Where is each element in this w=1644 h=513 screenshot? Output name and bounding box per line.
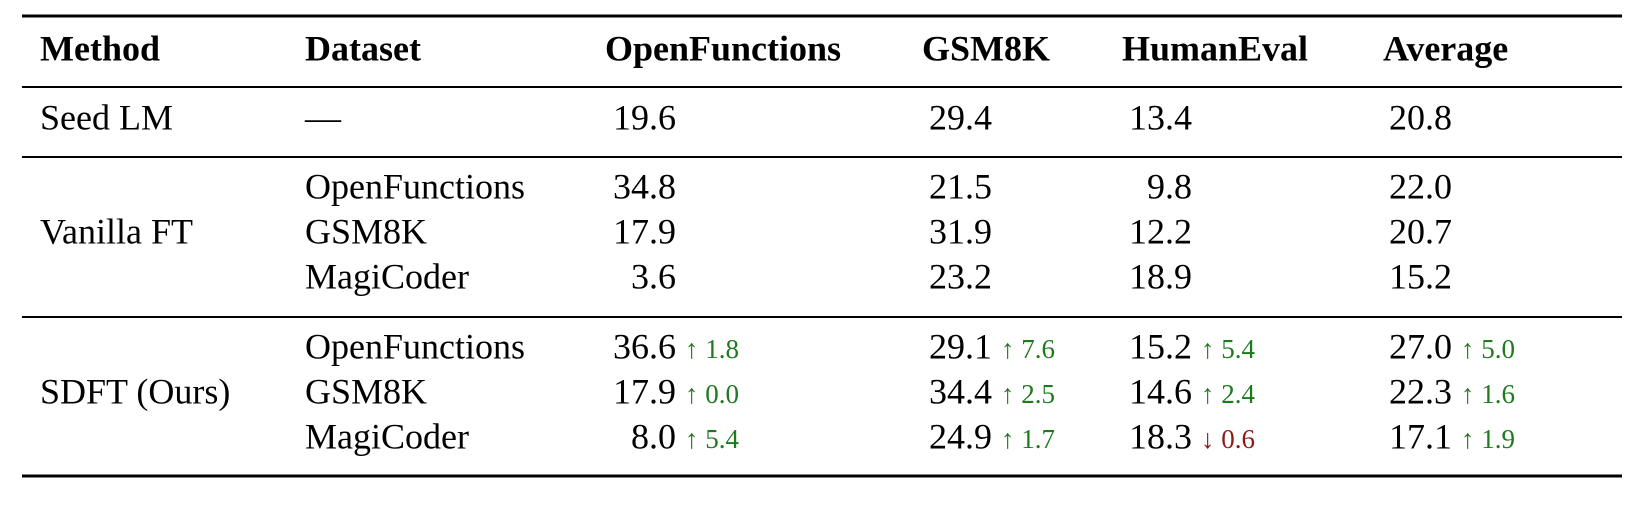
method-label: SDFT (Ours) xyxy=(40,371,230,411)
score: 3.6 xyxy=(631,256,676,296)
score: 22.0 xyxy=(1389,166,1452,206)
score: 29.1 xyxy=(929,326,992,366)
score: 23.2 xyxy=(929,256,992,296)
score: 14.6 xyxy=(1129,371,1192,411)
score: 31.9 xyxy=(929,211,992,251)
score: 34.4 xyxy=(929,371,992,411)
score-delta: ↑ 1.7 xyxy=(1001,424,1055,454)
score: 9.8 xyxy=(1147,166,1192,206)
dataset-label: GSM8K xyxy=(305,371,427,411)
score: 29.4 xyxy=(929,97,992,137)
dataset-label: — xyxy=(304,97,342,137)
column-header: GSM8K xyxy=(922,28,1050,68)
score-delta: ↑ 5.0 xyxy=(1461,334,1515,364)
score-delta: ↑ 5.4 xyxy=(1201,334,1256,364)
score: 36.6 xyxy=(613,326,676,366)
score: 34.8 xyxy=(613,166,676,206)
score: 18.9 xyxy=(1129,256,1192,296)
dataset-label: MagiCoder xyxy=(305,416,469,456)
score: 8.0 xyxy=(631,416,676,456)
score: 20.8 xyxy=(1389,97,1452,137)
score-delta: ↑ 2.5 xyxy=(1001,379,1055,409)
method-label: Vanilla FT xyxy=(40,211,193,251)
column-header: HumanEval xyxy=(1122,28,1308,68)
score: 27.0 xyxy=(1389,326,1452,366)
dataset-label: GSM8K xyxy=(305,211,427,251)
score-delta: ↑ 5.4 xyxy=(685,424,740,454)
score: 15.2 xyxy=(1129,326,1192,366)
score: 22.3 xyxy=(1389,371,1452,411)
score: 17.9 xyxy=(613,371,676,411)
score: 20.7 xyxy=(1389,211,1452,251)
score: 24.9 xyxy=(929,416,992,456)
score: 21.5 xyxy=(929,166,992,206)
score-delta: ↓ 0.6 xyxy=(1201,424,1255,454)
score: 19.6 xyxy=(613,97,676,137)
score: 17.9 xyxy=(613,211,676,251)
score-delta: ↑ 0.0 xyxy=(685,379,739,409)
score: 12.2 xyxy=(1129,211,1192,251)
score-delta: ↑ 1.6 xyxy=(1461,379,1515,409)
column-header: Method xyxy=(40,28,160,68)
dataset-label: OpenFunctions xyxy=(305,326,525,366)
score: 13.4 xyxy=(1129,97,1192,137)
dataset-label: MagiCoder xyxy=(305,256,469,296)
score: 17.1 xyxy=(1389,416,1452,456)
score: 18.3 xyxy=(1129,416,1192,456)
column-header: Dataset xyxy=(305,28,421,68)
score-delta: ↑ 1.9 xyxy=(1461,424,1515,454)
score: 15.2 xyxy=(1389,256,1452,296)
method-label: Seed LM xyxy=(40,97,173,137)
column-header: OpenFunctions xyxy=(605,28,841,68)
score-delta: ↑ 7.6 xyxy=(1001,334,1055,364)
dataset-label: OpenFunctions xyxy=(305,166,525,206)
column-header: Average xyxy=(1383,28,1508,68)
score-delta: ↑ 2.4 xyxy=(1201,379,1256,409)
score-delta: ↑ 1.8 xyxy=(685,334,739,364)
